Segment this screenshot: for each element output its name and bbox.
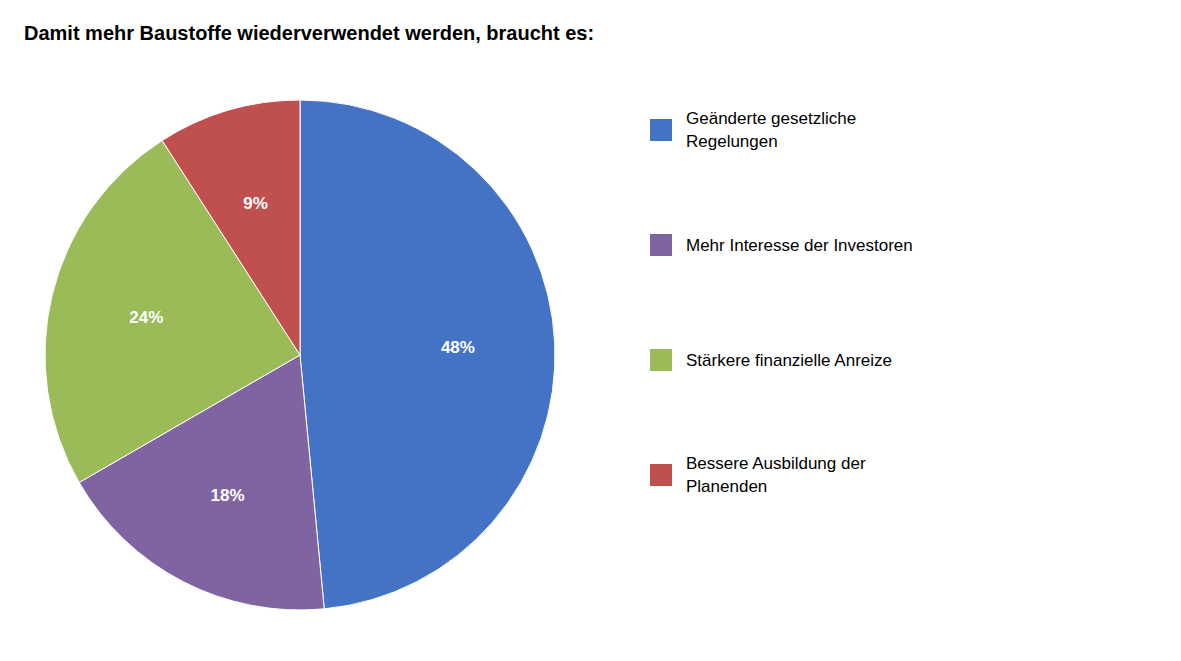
legend-label: Stärkere finanzielle Anreize (686, 351, 892, 370)
pie (45, 100, 555, 610)
data-label: 48% (441, 338, 475, 357)
legend-item: Stärkere finanzielle Anreize (650, 349, 892, 371)
legend-swatch (650, 464, 672, 486)
data-label: 9% (243, 194, 268, 213)
legend-swatch (650, 119, 672, 141)
legend-label-line: Bessere Ausbildung der (686, 454, 866, 473)
legend-label-line: Stärkere finanzielle Anreize (686, 351, 892, 370)
data-label: 18% (211, 486, 245, 505)
legend-label: Mehr Interesse der Investoren (686, 236, 913, 255)
legend-item: Mehr Interesse der Investoren (650, 234, 913, 256)
legend-label: Geänderte gesetzliche Regelungen (686, 109, 856, 150)
legend-item: Bessere Ausbildung der Planenden (650, 454, 866, 495)
legend-label-line: Geänderte gesetzliche (686, 109, 856, 128)
legend-label-line: Mehr Interesse der Investoren (686, 236, 913, 255)
data-label: 24% (129, 308, 163, 327)
pie-slice (300, 100, 555, 609)
legend-label-line: Regelungen (686, 132, 778, 151)
chart: Damit mehr Baustoffe wiederverwendet wer… (0, 0, 1181, 661)
legend-label-line: Planenden (686, 477, 767, 496)
legend-swatch (650, 234, 672, 256)
legend: Geänderte gesetzliche Regelungen Mehr Inte… (650, 109, 913, 495)
pie-slice (162, 100, 300, 355)
legend-label: Bessere Ausbildung der Planenden (686, 454, 866, 495)
legend-swatch (650, 349, 672, 371)
legend-item: Geänderte gesetzliche Regelungen (650, 109, 856, 150)
data-labels: 48% 18% 24% 9% (129, 194, 475, 505)
title: Damit mehr Baustoffe wiederverwendet wer… (24, 22, 594, 44)
